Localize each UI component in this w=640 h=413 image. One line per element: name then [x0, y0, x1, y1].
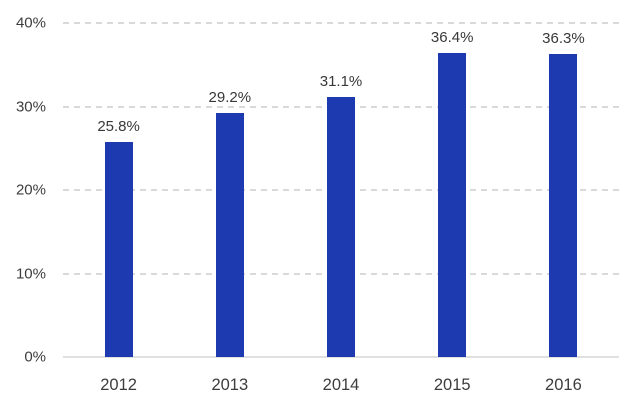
bar-group: 29.2%	[174, 23, 285, 357]
y-tick-label: 40%	[15, 14, 46, 32]
y-tick-label: 20%	[15, 181, 46, 199]
plot-area: 25.8% 29.2% 31.1% 36.4% 36.3%	[63, 22, 619, 358]
bar	[549, 53, 578, 357]
x-tick-label: 2013	[211, 376, 249, 394]
x-tick-label: 2015	[433, 376, 471, 394]
bar-value-label: 36.4%	[430, 29, 474, 47]
bar	[104, 141, 133, 357]
bar	[215, 113, 244, 357]
bar-value-label: 29.2%	[208, 89, 252, 107]
x-axis: 2012 2013 2014 2015 2016	[63, 374, 619, 396]
bar-group: 36.4%	[397, 23, 508, 357]
y-tick-label: 10%	[15, 265, 46, 282]
bar-value-label: 31.1%	[319, 73, 363, 91]
x-tick-label: 2012	[100, 376, 137, 394]
bar-value-label: 25.8%	[97, 117, 140, 135]
bar	[327, 97, 355, 357]
bar-value-label: 36.3%	[542, 29, 585, 47]
x-axis-baseline	[63, 356, 619, 358]
bar-group: 36.3%	[508, 23, 619, 357]
x-tick-label: 2014	[322, 376, 360, 394]
bar-group: 25.8%	[63, 23, 174, 357]
bar-group: 31.1%	[285, 23, 396, 357]
x-tick-label: 2016	[545, 376, 582, 394]
gridline	[63, 22, 619, 24]
bar	[438, 53, 467, 357]
y-tick-label: 0%	[24, 348, 46, 366]
y-tick-label: 30%	[15, 98, 46, 115]
bars-container: 25.8% 29.2% 31.1% 36.4% 36.3%	[63, 23, 619, 357]
y-axis: 0% 10% 20% 30% 40%	[0, 16, 52, 365]
